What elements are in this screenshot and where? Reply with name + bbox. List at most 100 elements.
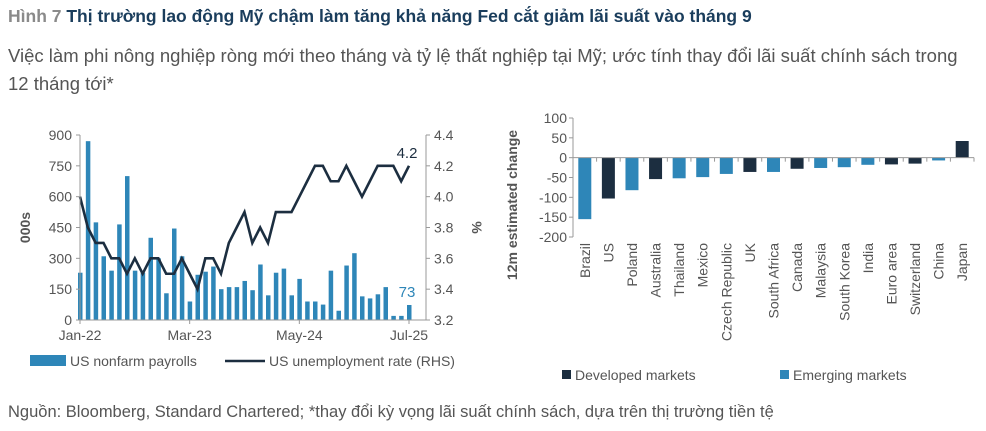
payroll-bar: [101, 256, 106, 320]
y2-tick-label: 4.4: [434, 127, 454, 143]
payroll-bar: [391, 315, 396, 320]
source-note: Nguồn: Bloomberg, Standard Chartered; *t…: [8, 403, 774, 421]
y2-tick-label: 3.2: [434, 312, 454, 328]
category-label: South Africa: [766, 243, 782, 319]
payroll-bar: [195, 274, 200, 320]
payroll-bar: [313, 301, 318, 320]
payroll-bar: [281, 268, 287, 320]
category-label: Mexico: [695, 243, 711, 288]
country-bar: [696, 157, 710, 178]
y-axis-title: 12m estimated change: [504, 130, 520, 280]
category-label: UK: [742, 242, 758, 262]
figure-title: Hình 7 Thị trường lao động Mỹ chậm làm t…: [8, 6, 752, 27]
category-label: Malaysia: [813, 243, 829, 298]
y-tick-label: 300: [49, 250, 73, 266]
payroll-bar: [132, 270, 138, 320]
y-tick-label: 600: [49, 189, 73, 205]
category-label: Brazil: [577, 243, 593, 278]
country-bar: [837, 157, 851, 168]
y2-tick-label: 3.4: [434, 281, 454, 297]
category-label: South Korea: [836, 243, 852, 321]
country-bar: [578, 157, 592, 220]
payroll-bar: [289, 295, 294, 320]
payroll-bar: [266, 295, 271, 320]
payroll-bar: [250, 290, 255, 320]
country-bar: [932, 157, 946, 161]
country-bar: [955, 141, 969, 158]
y-tick-label: -200: [539, 229, 567, 245]
y-tick-label: 750: [49, 158, 73, 174]
payroll-bar: [211, 266, 216, 320]
payroll-bar: [117, 224, 122, 320]
payroll-bar: [297, 278, 302, 320]
category-label: Switzerland: [907, 243, 923, 315]
payroll-bar: [179, 256, 185, 320]
y-axis-title: 000s: [17, 212, 33, 243]
payroll-bar: [140, 272, 146, 320]
payroll-bar: [360, 296, 365, 320]
category-label: Australia: [648, 243, 664, 298]
y-tick-label: -100: [539, 189, 567, 205]
payroll-bar: [344, 265, 349, 320]
payroll-bar: [305, 301, 310, 320]
y-tick-label: 0: [559, 150, 567, 166]
x-tick-label: Jul-25: [390, 327, 428, 343]
payroll-bar: [164, 293, 169, 320]
unemployment-line: [78, 162, 411, 293]
legend-line-label: US unemployment rate (RHS): [269, 353, 455, 369]
unemployment-last-label: 4.2: [397, 145, 418, 162]
y2-tick-label: 3.6: [434, 250, 454, 266]
category-label: India: [860, 243, 876, 274]
y-tick-label: 50: [551, 130, 567, 146]
payroll-bar: [203, 271, 208, 320]
country-bar: [861, 157, 875, 165]
legend-swatch: [562, 370, 571, 379]
y2-tick-label: 4.2: [434, 158, 454, 174]
legend-bar-swatch: [30, 355, 66, 366]
category-label: Thailand: [671, 243, 687, 297]
country-bar: [672, 157, 686, 179]
y-tick-label: -50: [547, 170, 567, 186]
category-label: Canada: [789, 243, 805, 292]
country-bar: [908, 157, 922, 164]
country-bar: [601, 157, 615, 199]
x-tick-label: Mar-23: [167, 327, 212, 343]
country-bar: [790, 157, 804, 169]
legend-bar-label: US nonfarm payrolls: [70, 353, 197, 369]
payroll-bar: [399, 315, 404, 320]
y-tick-label: 450: [49, 220, 73, 236]
payroll-bar: [148, 237, 153, 320]
category-label: Euro area: [883, 243, 899, 305]
payroll-bar: [226, 287, 232, 320]
payroll-bar: [109, 270, 114, 320]
country-bar: [767, 157, 780, 172]
country-bar: [649, 157, 663, 180]
payroll-bar: [375, 294, 381, 320]
payroll-bar: [383, 287, 388, 320]
legend-swatch: [780, 370, 789, 379]
y-tick-label: 100: [544, 110, 568, 126]
payroll-last-label: 73: [399, 284, 416, 301]
payroll-bar: [352, 253, 357, 320]
x-tick-label: May-24: [276, 327, 323, 343]
category-label: US: [600, 243, 616, 262]
payroll-bar: [187, 301, 193, 320]
country-bar: [625, 157, 639, 191]
payroll-bar: [273, 272, 279, 320]
figure-number: Hình 7: [8, 6, 62, 26]
y-tick-label: 150: [49, 281, 73, 297]
category-label: Czech Republic: [718, 243, 734, 341]
y2-axis-title: %: [469, 221, 485, 234]
country-bar: [743, 157, 757, 172]
payroll-bar: [336, 310, 341, 320]
payroll-bar: [367, 298, 373, 320]
y2-tick-label: 4.0: [434, 189, 454, 205]
figure-subtitle: Việc làm phi nông nghiệp ròng mới theo t…: [8, 45, 958, 94]
figure-title-text: Thị trường lao động Mỹ chậm làm tăng khả…: [66, 6, 752, 26]
country-bar: [884, 157, 898, 165]
payroll-bar: [320, 304, 326, 320]
payroll-bar: [93, 222, 99, 320]
y-tick-label: -150: [539, 209, 567, 225]
country-bar: [814, 157, 828, 168]
